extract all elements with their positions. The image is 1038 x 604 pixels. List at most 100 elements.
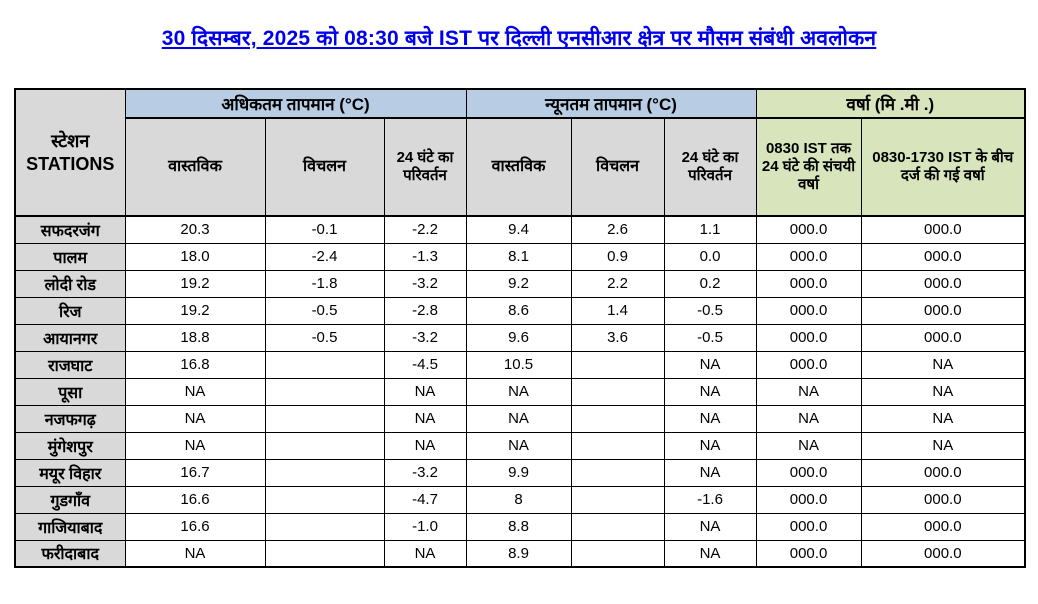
value-cell: 2.6: [570, 215, 665, 244]
value-cell: NA: [755, 377, 862, 406]
value-cell: 9.4: [465, 215, 572, 244]
value-cell: NA: [124, 539, 266, 568]
value-cell: -2.2: [383, 215, 467, 244]
min-temp-group-header: न्यूनतम तापमान (°C): [465, 88, 757, 119]
value-cell: [264, 431, 385, 460]
value-cell: 9.6: [465, 323, 572, 352]
value-cell: 000.0: [860, 539, 1026, 568]
value-cell: -3.2: [383, 458, 467, 487]
station-name: लोदी रोड: [14, 269, 126, 298]
value-cell: -0.5: [663, 323, 757, 352]
station-name: राजघाट: [14, 350, 126, 379]
value-cell: -0.5: [663, 296, 757, 325]
value-cell: 000.0: [755, 458, 862, 487]
value-cell: NA: [465, 404, 572, 433]
value-cell: -0.5: [264, 296, 385, 325]
table-row: गुडगाँव 16.6 -4.7 8 -1.6 000.0 000.0: [14, 485, 1026, 514]
station-name: पूसा: [14, 377, 126, 406]
stations-column-header: स्टेशन STATIONS: [14, 88, 126, 217]
min-actual-header: वास्तविक: [465, 117, 572, 217]
value-cell: [570, 350, 665, 379]
value-cell: 8: [465, 485, 572, 514]
max-deviation-header: विचलन: [264, 117, 385, 217]
value-cell: 8.9: [465, 539, 572, 568]
value-cell: 000.0: [755, 269, 862, 298]
value-cell: -1.0: [383, 512, 467, 541]
value-cell: 000.0: [755, 296, 862, 325]
value-cell: NA: [124, 404, 266, 433]
value-cell: NA: [860, 377, 1026, 406]
table-row: राजघाट 16.8 -4.5 10.5 NA 000.0 NA: [14, 350, 1026, 379]
value-cell: -1.8: [264, 269, 385, 298]
value-cell: 16.6: [124, 512, 266, 541]
table-row: फरीदाबाद NA NA 8.9 NA 000.0 000.0: [14, 539, 1026, 568]
table-body: सफदरजंग 20.3 -0.1 -2.2 9.4 2.6 1.1 000.0 000.0 पा…: [14, 215, 1026, 568]
value-cell: 16.7: [124, 458, 266, 487]
value-cell: NA: [124, 431, 266, 460]
table-row: रिज 19.2 -0.5 -2.8 8.6 1.4 -0.5 000.0 000.0: [14, 296, 1026, 325]
value-cell: NA: [383, 404, 467, 433]
value-cell: -4.7: [383, 485, 467, 514]
value-cell: NA: [663, 377, 757, 406]
weather-observations-table: स्टेशन STATIONS अधिकतम तापमान (°C) न्यून…: [14, 88, 1027, 568]
station-name: गाजियाबाद: [14, 512, 126, 541]
station-name: आयानगर: [14, 323, 126, 352]
min-24h-change-header: 24 घंटे का परिवर्तन: [663, 117, 757, 217]
value-cell: [264, 485, 385, 514]
station-name: रिज: [14, 296, 126, 325]
value-cell: NA: [465, 377, 572, 406]
value-cell: 18.8: [124, 323, 266, 352]
value-cell: [264, 377, 385, 406]
max-24h-change-header: 24 घंटे का परिवर्तन: [383, 117, 467, 217]
group-header-row: स्टेशन STATIONS अधिकतम तापमान (°C) न्यून…: [14, 88, 1026, 217]
value-cell: 1.4: [570, 296, 665, 325]
value-cell: [570, 404, 665, 433]
max-actual-header: वास्तविक: [124, 117, 266, 217]
value-cell: NA: [755, 431, 862, 460]
page-title: 30 दिसम्बर, 2025 को 08:30 बजे IST पर दिल…: [161, 27, 877, 50]
stations-header-hindi: स्टेशन: [51, 131, 90, 151]
value-cell: 000.0: [755, 242, 862, 271]
value-cell: NA: [663, 350, 757, 379]
table-row: पालम 18.0 -2.4 -1.3 8.1 0.9 0.0 000.0 000.0: [14, 242, 1026, 271]
value-cell: 000.0: [755, 485, 862, 514]
value-cell: [264, 512, 385, 541]
value-cell: [264, 458, 385, 487]
rainfall-group-header: वर्षा (मि .मी .): [755, 88, 1026, 119]
value-cell: 000.0: [860, 323, 1026, 352]
value-cell: [570, 431, 665, 460]
value-cell: NA: [465, 431, 572, 460]
value-cell: 19.2: [124, 269, 266, 298]
station-name: मुंगेशपुर: [14, 431, 126, 460]
value-cell: 000.0: [755, 350, 862, 379]
value-cell: [570, 485, 665, 514]
value-cell: NA: [663, 431, 757, 460]
station-name: नजफगढ़: [14, 404, 126, 433]
value-cell: 000.0: [755, 512, 862, 541]
value-cell: 18.0: [124, 242, 266, 271]
value-cell: [264, 404, 385, 433]
value-cell: NA: [663, 512, 757, 541]
value-cell: NA: [663, 539, 757, 568]
value-cell: 000.0: [860, 296, 1026, 325]
value-cell: NA: [383, 539, 467, 568]
value-cell: 000.0: [860, 242, 1026, 271]
value-cell: 000.0: [755, 323, 862, 352]
rain-cumulative-header: 0830 IST तक 24 घंटे की संचयी वर्षा: [755, 117, 862, 217]
stations-header-english: STATIONS: [26, 153, 115, 174]
value-cell: 20.3: [124, 215, 266, 244]
value-cell: [570, 512, 665, 541]
value-cell: NA: [755, 404, 862, 433]
value-cell: 9.9: [465, 458, 572, 487]
value-cell: [570, 458, 665, 487]
min-deviation-header: विचलन: [570, 117, 665, 217]
table-row: नजफगढ़ NA NA NA NA NA NA: [14, 404, 1026, 433]
value-cell: 9.2: [465, 269, 572, 298]
value-cell: -2.4: [264, 242, 385, 271]
station-name: पालम: [14, 242, 126, 271]
table-row: सफदरजंग 20.3 -0.1 -2.2 9.4 2.6 1.1 000.0 000.0: [14, 215, 1026, 244]
value-cell: 000.0: [860, 485, 1026, 514]
value-cell: NA: [383, 377, 467, 406]
value-cell: 19.2: [124, 296, 266, 325]
